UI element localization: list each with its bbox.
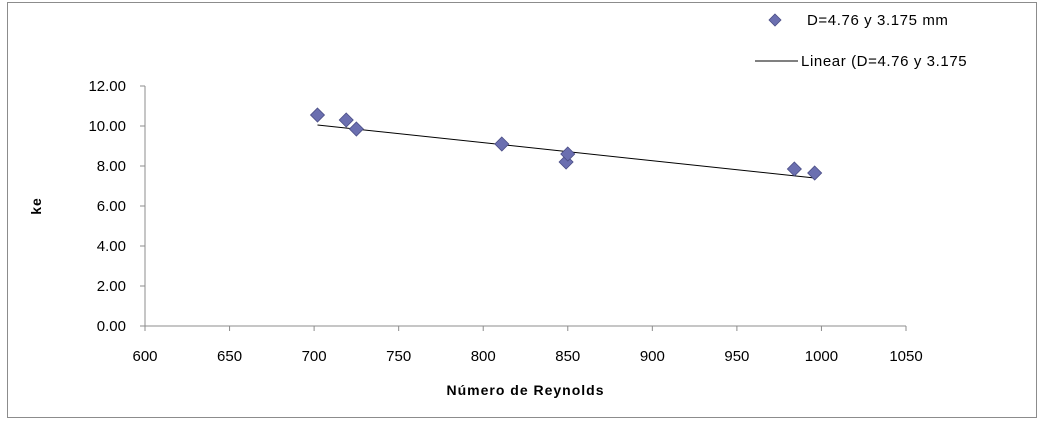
data-point-diamond	[348, 121, 364, 137]
x-tick-label: 600	[132, 348, 157, 365]
x-tick-label: 1000	[805, 348, 838, 365]
y-tick-label: 10.00	[88, 118, 126, 135]
y-tick-label: 0.00	[97, 318, 126, 335]
y-tick-label: 12.00	[88, 78, 126, 95]
legend-marker-diamond	[768, 13, 782, 27]
x-tick-label: 750	[386, 348, 411, 365]
data-point-diamond	[494, 136, 510, 152]
data-point-diamond	[786, 161, 802, 177]
x-tick-label: 950	[724, 348, 749, 365]
chart-frame	[7, 2, 1037, 418]
x-tick-label: 900	[640, 348, 665, 365]
x-tick-label: 650	[217, 348, 242, 365]
y-axis-title: ke	[28, 197, 44, 215]
legend-trendline-label: Linear (D=4.76 y 3.175	[801, 53, 967, 70]
x-axis-title: Número de Reynolds	[446, 382, 604, 398]
axes	[144, 86, 906, 327]
data-point-diamond	[560, 146, 576, 162]
y-ticks: 0.00 2.00 4.00 6.00 8.00 10.00 12.00	[88, 78, 145, 335]
x-ticks: 600 650 700 750 800 850 900 950 1000 1050	[132, 326, 923, 365]
y-tick-label: 4.00	[97, 238, 126, 255]
legend-series-label: D=4.76 y 3.175 mm	[807, 12, 949, 29]
data-point-diamond	[807, 165, 823, 181]
x-tick-label: 1050	[889, 348, 922, 365]
data-point-diamond	[309, 107, 326, 123]
legend: D=4.76 y 3.175 mm Linear (D=4.76 y 3.175	[755, 12, 967, 70]
data-point-diamond	[338, 112, 354, 128]
x-tick-label: 850	[555, 348, 580, 365]
x-tick-label: 800	[471, 348, 496, 365]
y-tick-label: 8.00	[97, 158, 126, 175]
y-tick-label: 2.00	[97, 278, 126, 295]
data-point-diamond	[558, 154, 574, 170]
data-points	[309, 107, 823, 181]
y-tick-label: 6.00	[97, 198, 126, 215]
x-tick-label: 700	[302, 348, 327, 365]
